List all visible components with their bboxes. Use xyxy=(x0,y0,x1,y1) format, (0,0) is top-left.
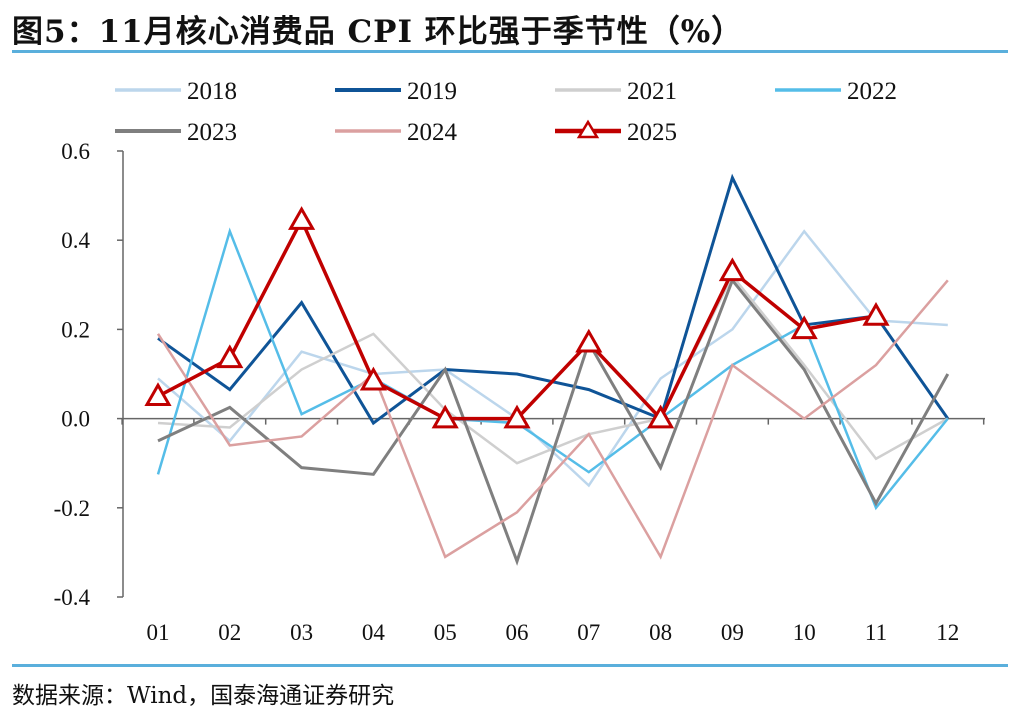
source-divider xyxy=(12,664,1008,667)
legend-item-2024: 2024 xyxy=(335,119,458,146)
legend-item-2022: 2022 xyxy=(775,78,897,105)
x-tick-label: 08 xyxy=(649,620,672,645)
series-2025 xyxy=(144,206,890,429)
legend-label: 2019 xyxy=(407,78,457,105)
x-tick-label: 02 xyxy=(218,620,241,645)
legend-item-2025: 2025 xyxy=(555,119,677,146)
legend-label: 2023 xyxy=(187,119,237,146)
data-point-marker xyxy=(288,206,316,230)
data-point-marker xyxy=(647,404,675,429)
x-tick-label: 07 xyxy=(577,620,600,645)
legend-marker xyxy=(576,119,600,139)
x-tick-label: 03 xyxy=(290,620,313,645)
series-2021 xyxy=(157,273,949,465)
series-line-2023 xyxy=(157,277,950,566)
data-point-marker xyxy=(862,301,890,326)
x-tick-label: 12 xyxy=(936,620,959,645)
x-tick-label: 10 xyxy=(793,620,816,645)
source-note: 数据来源：Wind，国泰海通证券研究 xyxy=(12,683,395,709)
legend-label: 2022 xyxy=(847,78,897,105)
series-line-2022 xyxy=(156,227,949,511)
legend-item-2018: 2018 xyxy=(115,78,237,105)
series-2022 xyxy=(156,227,949,511)
x-tick-label: 01 xyxy=(147,620,170,645)
x-tick-label: 04 xyxy=(362,620,386,645)
data-point-marker xyxy=(718,257,746,282)
x-tick-label: 09 xyxy=(721,620,744,645)
legend-label: 2021 xyxy=(627,78,677,105)
legend-item-2019: 2019 xyxy=(335,78,457,105)
legend-item-2021: 2021 xyxy=(555,78,677,105)
x-tick-label: 11 xyxy=(865,620,887,645)
data-point-marker xyxy=(216,344,244,369)
legend-label: 2025 xyxy=(627,119,677,146)
series-2024 xyxy=(156,279,949,560)
y-tick-label: 0.6 xyxy=(61,139,90,164)
data-point-marker xyxy=(431,404,459,429)
x-tick-label: 05 xyxy=(434,620,457,645)
data-point-marker xyxy=(144,382,172,407)
legend-label: 2018 xyxy=(187,78,237,105)
series-2023 xyxy=(157,277,950,566)
chart-title: 图5：11月核心消费品 CPI 环比强于季节性（%） xyxy=(12,14,744,50)
y-tick-label: -0.4 xyxy=(54,585,91,610)
data-point-marker xyxy=(790,315,818,340)
y-tick-label: 0.0 xyxy=(61,407,90,432)
y-tick-label: 0.4 xyxy=(61,228,90,253)
y-tick-label: 0.2 xyxy=(61,317,90,342)
title-divider xyxy=(12,50,1008,53)
legend-label: 2024 xyxy=(407,119,458,146)
data-point-marker xyxy=(359,366,387,391)
legend-item-2023: 2023 xyxy=(115,119,237,146)
data-point-marker xyxy=(575,328,603,353)
y-tick-label: -0.2 xyxy=(54,496,90,521)
data-point-marker xyxy=(503,404,531,429)
x-tick-label: 06 xyxy=(506,620,529,645)
series-line-2021 xyxy=(157,273,949,465)
series-line-2024 xyxy=(156,279,949,560)
